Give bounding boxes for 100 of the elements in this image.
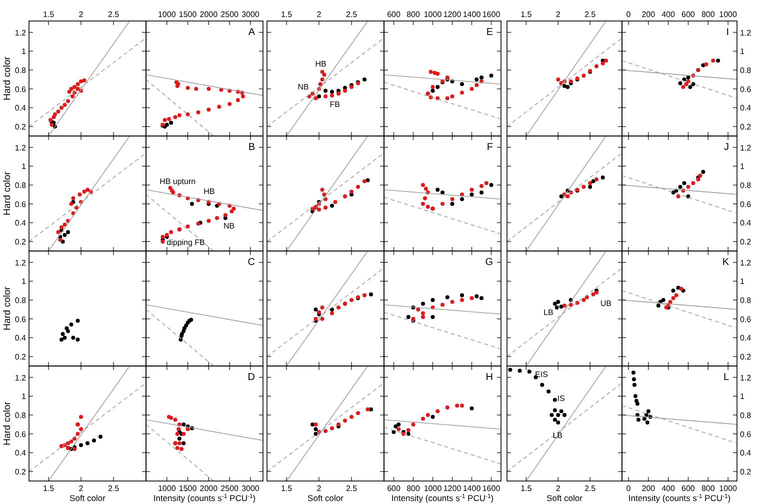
x-tick-label: 1600: [482, 10, 501, 19]
x-axis-title: Intensity (counts s$^{-1}$ PCU$^{-1}$): [153, 493, 256, 503]
annotation: HB: [204, 187, 215, 196]
annotation: IS: [557, 394, 565, 404]
y-tick-label: 0.6: [14, 314, 27, 324]
y-tick-label: 1.2: [14, 373, 27, 382]
x-tick-label: 800: [406, 484, 420, 493]
x-tick-label: 1.5: [280, 484, 293, 493]
y-tick-label: 0.6: [740, 314, 752, 324]
y-tick-label: 0.2: [14, 468, 27, 477]
text: K: [722, 257, 730, 268]
x-tick-label: 1.5: [280, 10, 293, 19]
x-tick-label: 1200: [443, 484, 462, 493]
text: C: [248, 257, 255, 268]
y-tick-label: 0.8: [740, 411, 752, 420]
annotation: FB: [330, 100, 340, 109]
x-axis-title: Intensity (counts s$^{-1}$ PCU$^{-1}$): [391, 493, 494, 503]
y-tick-label: 1.2: [14, 28, 27, 38]
y-tick-label: 0.2: [14, 122, 27, 132]
y-tick-label: 0.4: [14, 104, 27, 113]
x-tick-label: 1400: [462, 484, 482, 493]
x-tick-label: 600: [387, 10, 401, 19]
x-tick-label: 1600: [482, 484, 501, 493]
x-tick-label: 2.5: [108, 10, 120, 19]
x-tick-label: 1000: [158, 10, 176, 19]
x-tick-label: 800: [701, 484, 716, 493]
x-tick-label: 1.5: [520, 484, 532, 493]
y-tick-label: 0.6: [14, 84, 27, 94]
annotation: NB: [224, 222, 235, 231]
annotation: LB: [544, 308, 554, 317]
y-tick-label: 0.8: [740, 296, 752, 306]
y-tick-label: 0.4: [740, 334, 752, 343]
y-tick-label: 1: [740, 47, 745, 56]
x-tick-label: 2000: [200, 10, 218, 19]
x-tick-label: 1200: [443, 10, 462, 19]
x-tick-label: 2.5: [584, 484, 596, 493]
x-tick-label: 2500: [220, 484, 240, 493]
x-tick-label: 3000: [242, 10, 260, 19]
x-tick-label: 2000: [200, 484, 218, 493]
y-tick-label: 0.6: [14, 200, 27, 209]
y-tick-label: 0.4: [14, 218, 27, 228]
x-tick-label: 1500: [178, 484, 198, 493]
y-tick-label: 1.2: [740, 28, 752, 38]
x-tick-label: 600: [682, 10, 696, 19]
x-tick-label: 2: [316, 484, 322, 493]
y-tick-label: 0.2: [740, 122, 752, 132]
y-tick-label: 1: [740, 162, 745, 172]
x-tick-label: 1000: [719, 10, 738, 19]
y-axis-title: Hard color: [2, 286, 13, 330]
x-tick-label: 2: [78, 10, 84, 19]
y-tick-label: 0.8: [14, 66, 27, 76]
x-tick-label: 2: [316, 10, 322, 19]
x-tick-label: 1000: [424, 484, 442, 493]
y-tick-label: 1: [22, 162, 27, 172]
x-axis-title: Soft color: [546, 493, 583, 503]
annotation: UB: [600, 298, 612, 308]
y-tick-label: 0.2: [740, 468, 752, 477]
text: E: [486, 27, 494, 38]
y-tick-label: 0.2: [14, 352, 27, 362]
y-tick-label: 0.8: [740, 66, 752, 76]
y-tick-label: 1.2: [740, 143, 752, 152]
text: B: [248, 142, 256, 153]
y-axis-title: Hard color: [2, 56, 13, 100]
x-tick-label: 1000: [158, 484, 176, 493]
x-tick-label: 2500: [220, 10, 240, 19]
annotation: HB upturn: [160, 176, 196, 186]
x-tick-label: 1.5: [42, 484, 55, 493]
text: J: [724, 142, 729, 153]
x-tick-label: 2.5: [584, 10, 596, 19]
x-tick-label: 2.5: [346, 10, 358, 19]
y-tick-label: 1.2: [14, 143, 27, 152]
x-tick-label: 200: [642, 10, 656, 19]
text: I: [726, 27, 729, 38]
y-tick-label: 0.8: [14, 181, 27, 190]
y-tick-label: 0.4: [740, 218, 752, 228]
x-tick-label: 1.5: [42, 10, 55, 19]
x-tick-label: 400: [662, 10, 676, 19]
x-tick-label: 2.5: [346, 484, 358, 493]
annotation: NB: [298, 82, 309, 92]
x-tick-label: 1400: [462, 10, 482, 19]
annotation: LB: [552, 431, 562, 440]
x-tick-label: 2: [556, 10, 561, 19]
x-axis-title: Soft color: [308, 493, 344, 503]
x-tick-label: 3000: [242, 484, 260, 493]
annotation: HB: [315, 60, 326, 69]
y-tick-label: 0.6: [740, 430, 752, 439]
x-tick-label: 600: [387, 484, 401, 493]
y-tick-label: 0.8: [14, 296, 27, 306]
y-tick-label: 0.2: [14, 238, 27, 247]
y-tick-label: 0.2: [740, 352, 752, 362]
y-tick-label: 0.4: [740, 104, 752, 113]
x-tick-label: 800: [701, 10, 716, 19]
x-tick-label: 2.5: [108, 484, 120, 493]
y-tick-label: 0.8: [14, 411, 27, 420]
x-tick-label: 1000: [719, 484, 738, 493]
y-tick-label: 0.6: [14, 430, 27, 439]
x-tick-label: 0: [626, 484, 632, 493]
y-tick-label: 1: [740, 277, 745, 286]
x-tick-label: 800: [406, 10, 420, 19]
x-tick-label: 2: [78, 484, 84, 493]
